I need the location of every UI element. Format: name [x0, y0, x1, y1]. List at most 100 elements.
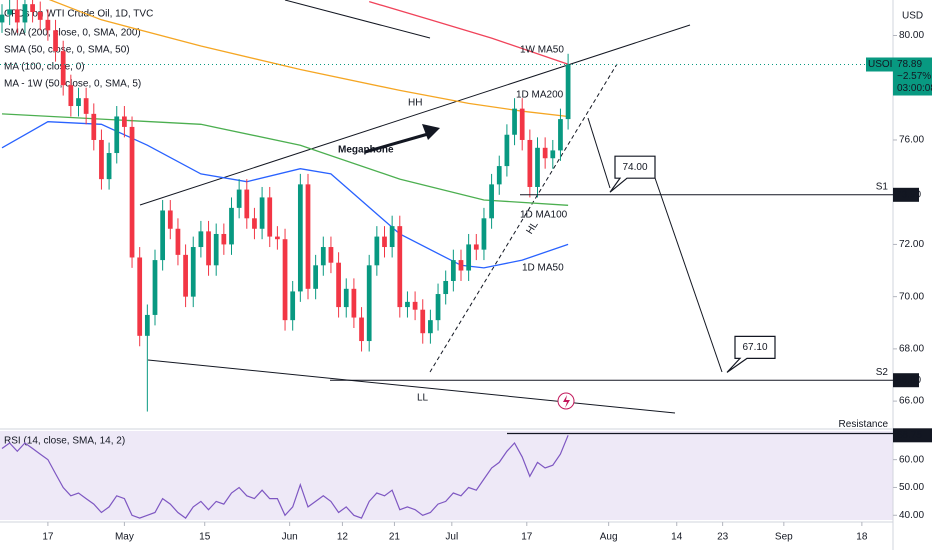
- rsi-line: [1, 435, 569, 519]
- candle-body: [83, 98, 89, 114]
- candle-body: [512, 108, 517, 135]
- candle-body: [405, 301, 410, 308]
- candle-body: [397, 226, 403, 308]
- y-tick-label: 66.00: [899, 396, 924, 407]
- annotation: LL: [417, 393, 429, 404]
- x-tick-label: May: [115, 532, 134, 543]
- candle-body: [144, 314, 150, 336]
- y-tick-label: 70.00: [899, 291, 924, 302]
- callout-box: [726, 335, 776, 373]
- x-tick-label: 14: [671, 532, 683, 543]
- symbol-tag: [866, 57, 893, 72]
- x-tick-label: Jul: [445, 532, 458, 543]
- annotation: HH: [408, 98, 422, 109]
- candle-body: [167, 210, 173, 229]
- candle-body: [22, 4, 28, 23]
- callout-box: [609, 155, 656, 193]
- ma-label: 1D MA200: [516, 90, 564, 101]
- candle-body: [435, 294, 441, 321]
- candle-body: [213, 233, 219, 266]
- moving-average: [1, 113, 569, 206]
- y-tick-label: 76.00: [899, 135, 924, 146]
- annotation: Megaphone: [338, 145, 394, 156]
- symbol-tag-label: USOIL: [868, 59, 898, 70]
- price-tag-value: 78.89: [897, 59, 922, 70]
- candle-body: [527, 139, 533, 187]
- rsi-band: [0, 431, 893, 520]
- indicator-label: SMA (200, close, 0, SMA, 200): [4, 28, 141, 39]
- candle-body: [198, 231, 204, 248]
- candle-body: [565, 64, 571, 120]
- candle-body: [275, 236, 280, 240]
- candle-body: [53, 30, 58, 52]
- candle-body: [443, 280, 449, 295]
- candle-body: [366, 265, 372, 342]
- projection-arrow: [587, 117, 611, 189]
- candle-body: [428, 320, 433, 334]
- trend-line: [284, 0, 431, 39]
- candle-body: [336, 262, 341, 308]
- candle-body: [320, 247, 326, 266]
- price-tag-change: −2.57%: [897, 71, 931, 82]
- indicator-label: SMA (50, close, 0, SMA, 50): [4, 45, 130, 56]
- candle-body: [106, 153, 112, 180]
- rsi-title: RSI (14, close, SMA, 14, 2): [4, 436, 125, 447]
- y-tick-label: 72.00: [899, 239, 924, 250]
- x-tick-label: Aug: [600, 532, 618, 543]
- candle-body: [45, 19, 51, 31]
- y-tick-label: 68.00: [899, 344, 924, 355]
- ma-label: 1D MA50: [522, 263, 564, 274]
- candle-body: [412, 301, 418, 310]
- indicator-label: MA - 1W (50, close, 0, SMA, 5): [4, 79, 141, 90]
- currency: USD: [902, 11, 923, 22]
- candle-body: [489, 184, 494, 219]
- candle-body: [290, 291, 296, 321]
- candle-body: [450, 260, 456, 281]
- x-tick-label: 23: [717, 532, 729, 543]
- candle-body: [343, 288, 349, 308]
- candle-body: [152, 260, 158, 315]
- candle-body: [0, 14, 5, 23]
- level-tag-label: 66.80: [896, 375, 921, 386]
- chart-title: CFDs on WTI Crude Oil, 1D, TVC: [4, 9, 153, 20]
- candle-body: [14, 9, 20, 23]
- candle-body: [351, 288, 357, 318]
- candle-body: [504, 134, 510, 167]
- candle-body: [37, 12, 43, 20]
- candle-body: [550, 150, 556, 159]
- candle-body: [259, 197, 265, 229]
- price-tag-countdown: 03:00:08: [897, 83, 932, 94]
- candle-body: [420, 309, 426, 334]
- moving-average: [369, 0, 569, 65]
- x-tick-label: 12: [337, 532, 349, 543]
- candle-body: [305, 184, 311, 289]
- event-icon-bolt: [563, 395, 570, 408]
- candle-body: [252, 218, 257, 229]
- candle-body: [183, 254, 188, 297]
- candle-body: [221, 233, 227, 245]
- candle-body: [267, 197, 273, 237]
- ma-label: 1W MA50: [520, 45, 564, 56]
- candle-body: [122, 116, 127, 127]
- drawings: [139, 0, 723, 414]
- candle-body: [328, 247, 334, 263]
- candle-body: [160, 210, 166, 261]
- arrow-head: [422, 124, 440, 140]
- candle-body: [229, 207, 234, 245]
- candle-body: [91, 113, 97, 140]
- x-tick-label: Sep: [775, 532, 793, 543]
- megaphone-lower: [147, 359, 676, 414]
- candle-body: [175, 228, 181, 255]
- candle-body: [542, 147, 548, 159]
- x-tick-label: 21: [389, 532, 401, 543]
- rsi-tag: [893, 428, 932, 443]
- x-tick-label: Jun: [282, 532, 298, 543]
- candle-body: [382, 236, 387, 248]
- candle-body: [496, 166, 502, 185]
- candle-body: [558, 119, 563, 151]
- candle-body: [359, 317, 364, 342]
- candle-body: [206, 231, 211, 266]
- projection-arrow: [654, 177, 723, 373]
- candle-body: [7, 9, 13, 15]
